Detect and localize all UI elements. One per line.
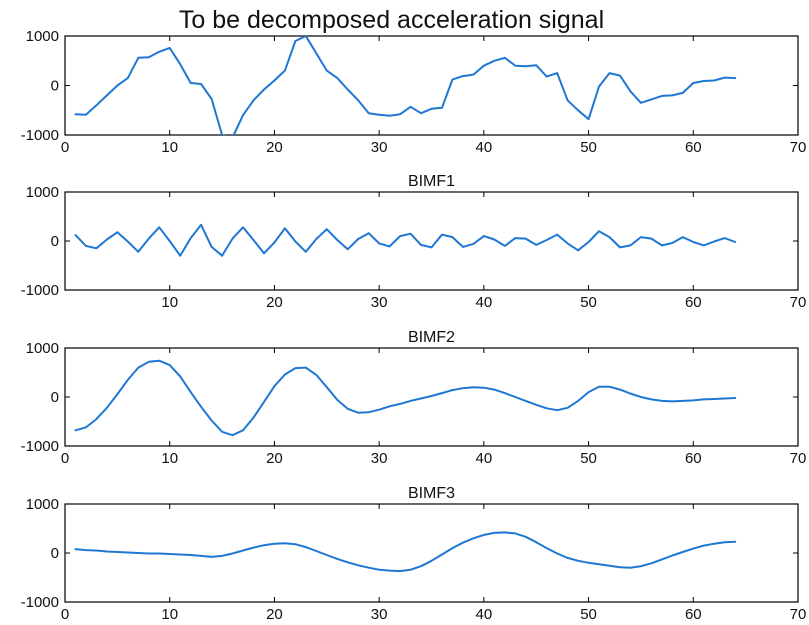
y-tick-label: 0 <box>51 233 59 250</box>
series-line <box>74 36 737 135</box>
y-tick-label: 1000 <box>26 496 59 513</box>
x-tick-label: 60 <box>685 450 702 467</box>
subplot-title: BIMF3 <box>408 485 455 502</box>
x-tick-label: 60 <box>685 139 702 156</box>
x-tick-label: 10 <box>161 139 178 156</box>
x-tick-label: 40 <box>476 606 493 623</box>
x-tick-label: 50 <box>580 294 597 311</box>
axes-frame <box>64 35 799 136</box>
series-line <box>74 531 737 573</box>
subplot-title: BIMF1 <box>408 173 455 190</box>
subplot-title: BIMF2 <box>408 329 455 346</box>
x-tick-label: 0 <box>61 606 69 623</box>
series-line <box>74 359 737 437</box>
x-tick-label: 70 <box>790 450 807 467</box>
y-tick-label: 0 <box>51 545 59 562</box>
y-tick-label: -1000 <box>21 127 59 144</box>
x-tick-label: 20 <box>266 139 283 156</box>
axes-frame <box>64 191 799 291</box>
axes-frame <box>64 503 799 603</box>
y-tick-label: -1000 <box>21 438 59 455</box>
subplot-1: To be decomposed acceleration signal 0 10 2… <box>21 6 807 156</box>
x-tick-label: 60 <box>685 294 702 311</box>
x-tick-label: 70 <box>790 294 807 311</box>
x-tick-label: 10 <box>161 294 178 311</box>
x-tick-label: 0 <box>61 450 69 467</box>
x-tick-label: 40 <box>476 450 493 467</box>
x-tick-label: 70 <box>790 606 807 623</box>
x-tick-label: 30 <box>371 139 388 156</box>
x-tick-label: 30 <box>371 606 388 623</box>
x-tick-label: 50 <box>580 450 597 467</box>
subplot-title: To be decomposed acceleration signal <box>179 6 604 34</box>
series-line <box>74 223 737 257</box>
x-tick-label: 30 <box>371 450 388 467</box>
subplot-2: BIMF1 10 20 30 40 50 60 70 -1000 0 1000 <box>21 173 807 311</box>
x-tick-label: 10 <box>161 450 178 467</box>
y-tick-label: 1000 <box>26 184 59 201</box>
x-tick-label: 50 <box>580 139 597 156</box>
x-tick-label: 40 <box>476 139 493 156</box>
y-tick-label: 1000 <box>26 340 59 357</box>
y-tick-label: -1000 <box>21 594 59 611</box>
y-tick-label: 0 <box>51 78 59 95</box>
x-tick-label: 10 <box>161 606 178 623</box>
x-tick-label: 20 <box>266 606 283 623</box>
x-tick-label: 50 <box>580 606 597 623</box>
y-tick-label: -1000 <box>21 282 59 299</box>
y-tick-label: 0 <box>51 389 59 406</box>
x-tick-label: 70 <box>790 139 807 156</box>
x-tick-label: 30 <box>371 294 388 311</box>
x-tick-label: 20 <box>266 450 283 467</box>
x-tick-label: 60 <box>685 606 702 623</box>
x-tick-label: 40 <box>476 294 493 311</box>
y-tick-label: 1000 <box>26 28 59 45</box>
x-tick-label: 20 <box>266 294 283 311</box>
x-tick-label: 0 <box>61 139 69 156</box>
